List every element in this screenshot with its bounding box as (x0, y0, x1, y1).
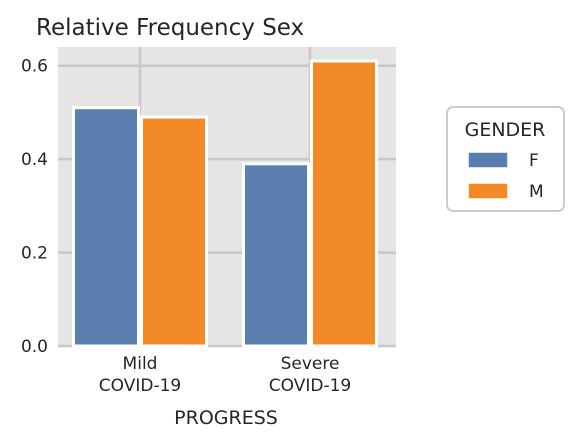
legend-swatch-f (467, 151, 509, 169)
y-tick-label: 0.0 (21, 337, 48, 357)
x-category-label: Severe COVID-19 (269, 354, 351, 396)
legend-label-f: F (529, 151, 539, 171)
bar-f-1 (242, 162, 310, 348)
bars (72, 59, 378, 348)
y-axis-ticks: 0.0 0.2 0.4 0.6 (21, 57, 48, 357)
legend: GENDER FM (446, 106, 565, 212)
bar-m-1 (310, 59, 378, 348)
legend-title: GENDER (465, 119, 546, 141)
legend-swatch-m (467, 182, 509, 200)
y-tick-label: 0.6 (21, 57, 48, 77)
bar-m-0 (140, 115, 208, 348)
bar-f-0 (72, 106, 140, 348)
x-axis-categories: Mild COVID-19 Severe COVID-19 (99, 354, 351, 396)
x-axis-label: PROGRESS (174, 407, 278, 429)
y-tick-label: 0.4 (21, 150, 48, 170)
legend-label-m: M (529, 182, 544, 202)
chart-title: Relative Frequency Sex (36, 15, 304, 41)
x-category-label: Mild COVID-19 (99, 354, 181, 396)
legend-items: FM (467, 151, 544, 202)
y-tick-label: 0.2 (21, 244, 48, 264)
